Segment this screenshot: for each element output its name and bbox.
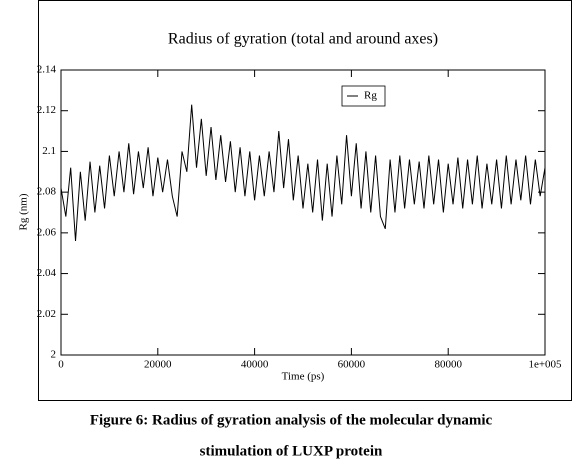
y-tick-label: 2.1: [42, 145, 56, 157]
y-tick-label: 2.08: [37, 186, 57, 198]
legend: [341, 85, 386, 107]
y-tick-label: 2.12: [37, 104, 56, 116]
x-tick-label: 80000: [434, 359, 462, 371]
chart-title: Radius of gyration (total and around axe…: [168, 31, 438, 48]
plot-area: [60, 69, 546, 356]
y-tick-label: 2.04: [37, 267, 57, 279]
x-tick-label: 60000: [338, 359, 366, 371]
caption: Figure 6: Radius of gyration analysis of…: [90, 412, 493, 428]
y-axis-label: Rg (nm): [18, 193, 30, 230]
x-tick-label: 40000: [241, 359, 269, 371]
y-tick-label: 2.02: [37, 308, 56, 320]
data-line: [60, 104, 546, 242]
y-tick-label: 2: [51, 349, 57, 361]
x-tick-label: 1e+005: [528, 359, 562, 371]
x-tick-label: 20000: [144, 359, 172, 371]
legend-label: Rg: [364, 90, 377, 102]
y-tick-label: 2.14: [37, 64, 57, 76]
x-axis-label: Time (ps): [282, 371, 325, 383]
y-tick-label: 2.06: [37, 226, 57, 238]
x-tick-label: 0: [58, 359, 64, 371]
caption: stimulation of LUXP protein: [200, 443, 383, 459]
